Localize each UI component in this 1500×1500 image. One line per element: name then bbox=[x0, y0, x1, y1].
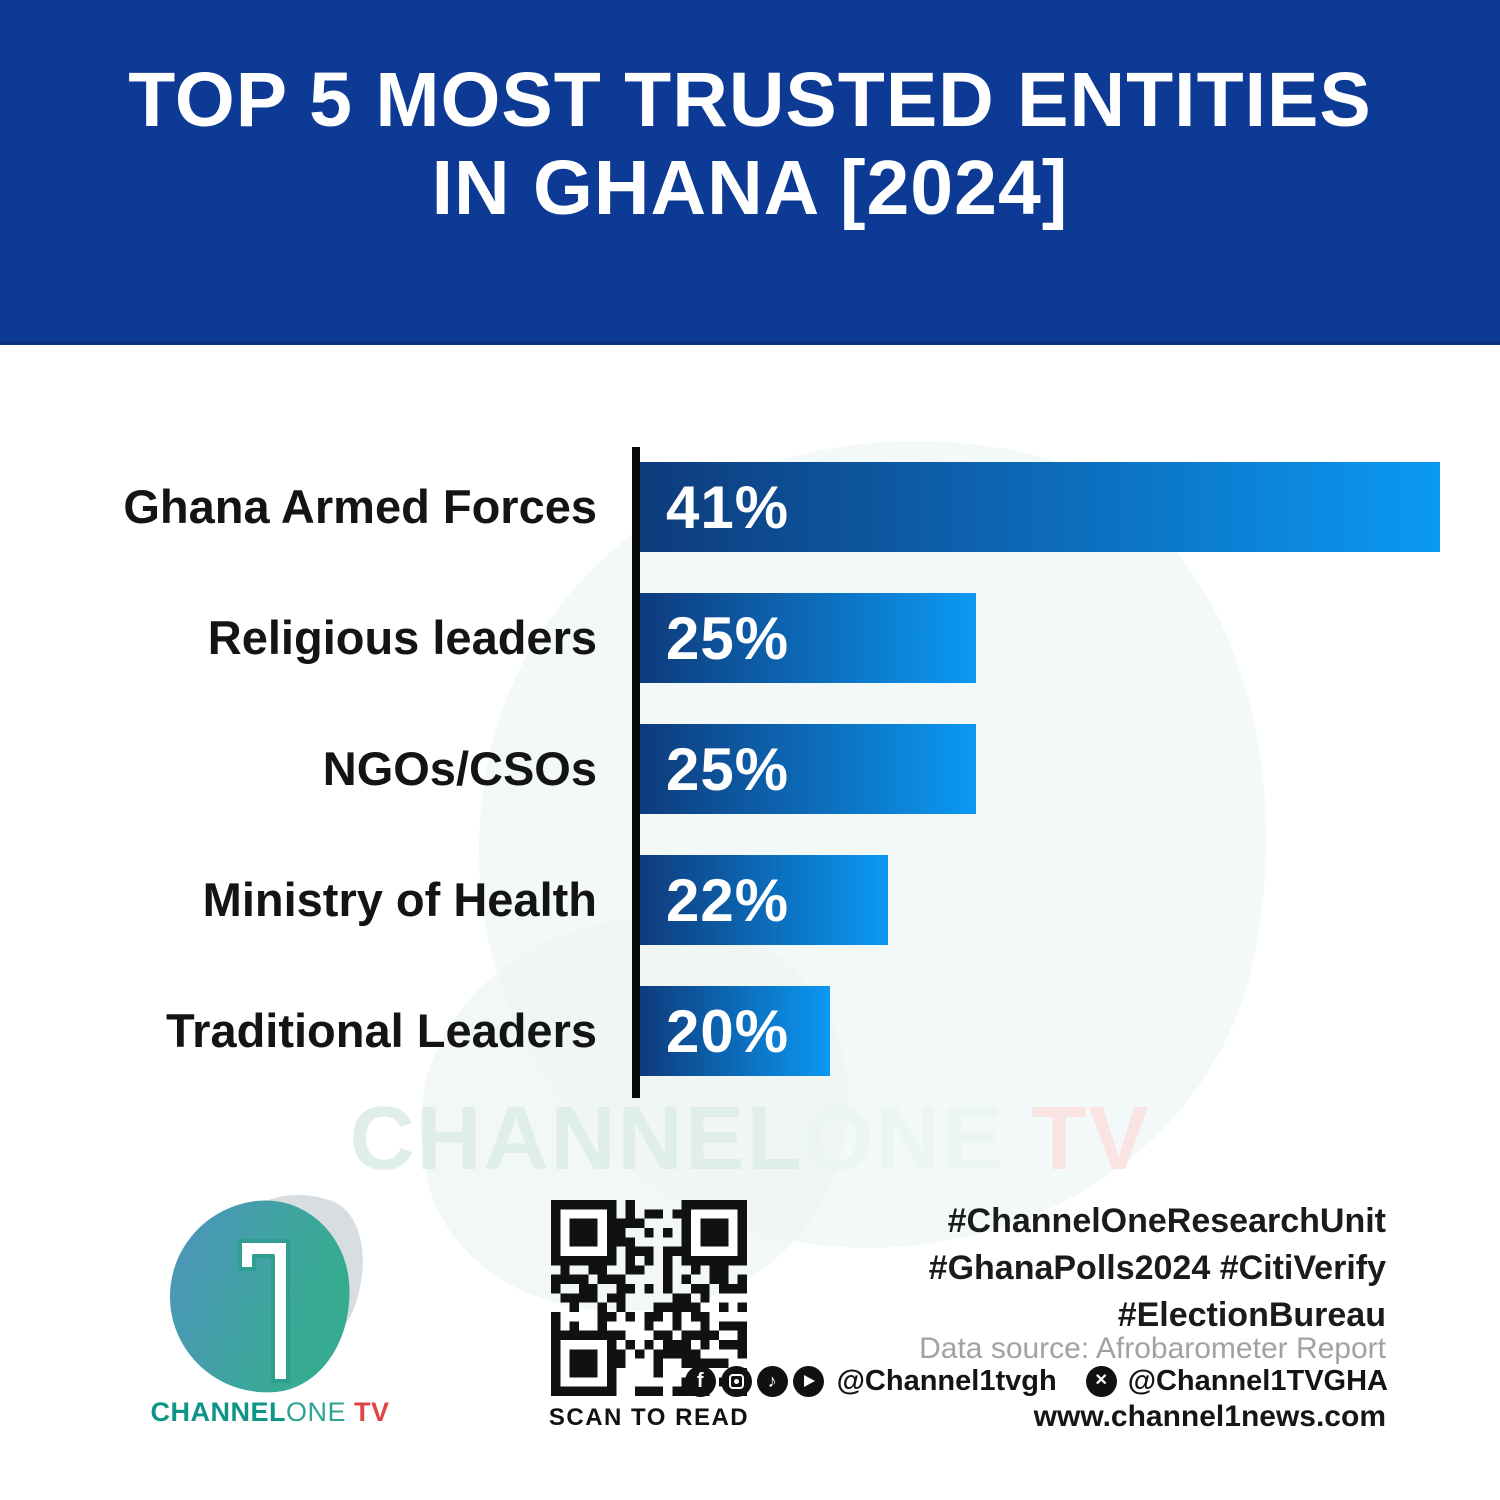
header-banner: TOP 5 MOST TRUSTED ENTITIES IN GHANA [20… bbox=[0, 0, 1500, 345]
hashtag-line: #ElectionBureau bbox=[1117, 1296, 1386, 1334]
hashtags-block: #ChannelOneResearchUnit #GhanaPolls2024 … bbox=[929, 1198, 1386, 1339]
page-title-line2: IN GHANA [2024] bbox=[431, 145, 1069, 231]
watermark-one: ONE bbox=[803, 1089, 1005, 1189]
bar-value-label: 41% bbox=[666, 473, 790, 541]
x-glyph: ✕ bbox=[1094, 1372, 1108, 1389]
youtube-icon bbox=[792, 1365, 824, 1397]
bar-value-label: 25% bbox=[666, 735, 790, 803]
bar: 25% bbox=[640, 593, 976, 683]
hashtag-line: #GhanaPolls2024 #CitiVerify bbox=[928, 1249, 1386, 1287]
instagram-icon bbox=[720, 1365, 752, 1397]
facebook-glyph: f bbox=[696, 1370, 704, 1392]
social-media-row: f ♪ @Channel1tvgh ✕ @Channel1TVGHA bbox=[684, 1364, 1388, 1398]
social-handle-x: @Channel1TVGHA bbox=[1127, 1364, 1388, 1397]
bar: 22% bbox=[640, 855, 888, 945]
youtube-glyph bbox=[804, 1375, 816, 1387]
hashtag-line: #ChannelOneResearchUnit bbox=[947, 1202, 1386, 1240]
qr-caption: SCAN TO READ bbox=[548, 1404, 750, 1431]
data-source-note: Data source: Afrobarometer Report bbox=[919, 1332, 1386, 1365]
logo-digit-one-icon bbox=[238, 1239, 290, 1383]
category-label: Ghana Armed Forces bbox=[123, 480, 597, 533]
channel-one-tv-watermark: CHANNELONE TV bbox=[0, 1088, 1500, 1191]
logo-text-one: ONE bbox=[285, 1397, 346, 1427]
page-title-line1: TOP 5 MOST TRUSTED ENTITIES bbox=[128, 57, 1372, 143]
category-label: Traditional Leaders bbox=[166, 1004, 597, 1057]
tiktok-icon: ♪ bbox=[756, 1365, 788, 1397]
bar: 20% bbox=[640, 986, 830, 1076]
category-label: Ministry of Health bbox=[202, 873, 597, 926]
tiktok-glyph: ♪ bbox=[767, 1371, 777, 1391]
bar-value-label: 25% bbox=[666, 604, 790, 672]
facebook-icon: f bbox=[684, 1365, 716, 1397]
bar: 25% bbox=[640, 724, 976, 814]
chart-axis bbox=[632, 447, 640, 1098]
logo-text-channel: CHANNEL bbox=[150, 1397, 286, 1427]
social-handle-main: @Channel1tvgh bbox=[836, 1364, 1057, 1397]
bar-value-label: 22% bbox=[666, 866, 790, 934]
category-label: Religious leaders bbox=[207, 611, 597, 664]
channel-one-tv-logo: CHANNELONE TV bbox=[140, 1171, 400, 1440]
instagram-glyph bbox=[728, 1373, 744, 1389]
category-label: NGOs/CSOs bbox=[322, 742, 597, 795]
x-twitter-icon: ✕ bbox=[1085, 1365, 1117, 1397]
qr-code bbox=[551, 1200, 747, 1396]
bar: 41% bbox=[640, 462, 1440, 552]
page-title: TOP 5 MOST TRUSTED ENTITIES IN GHANA [20… bbox=[0, 0, 1500, 232]
logo-text-tv: TV bbox=[346, 1397, 390, 1427]
bar-value-label: 20% bbox=[666, 997, 790, 1065]
logo-wordmark: CHANNELONE TV bbox=[130, 1397, 410, 1428]
website-url: www.channel1news.com bbox=[1033, 1400, 1386, 1433]
watermark-channel: CHANNEL bbox=[349, 1089, 804, 1189]
watermark-tv: TV bbox=[1004, 1089, 1151, 1189]
